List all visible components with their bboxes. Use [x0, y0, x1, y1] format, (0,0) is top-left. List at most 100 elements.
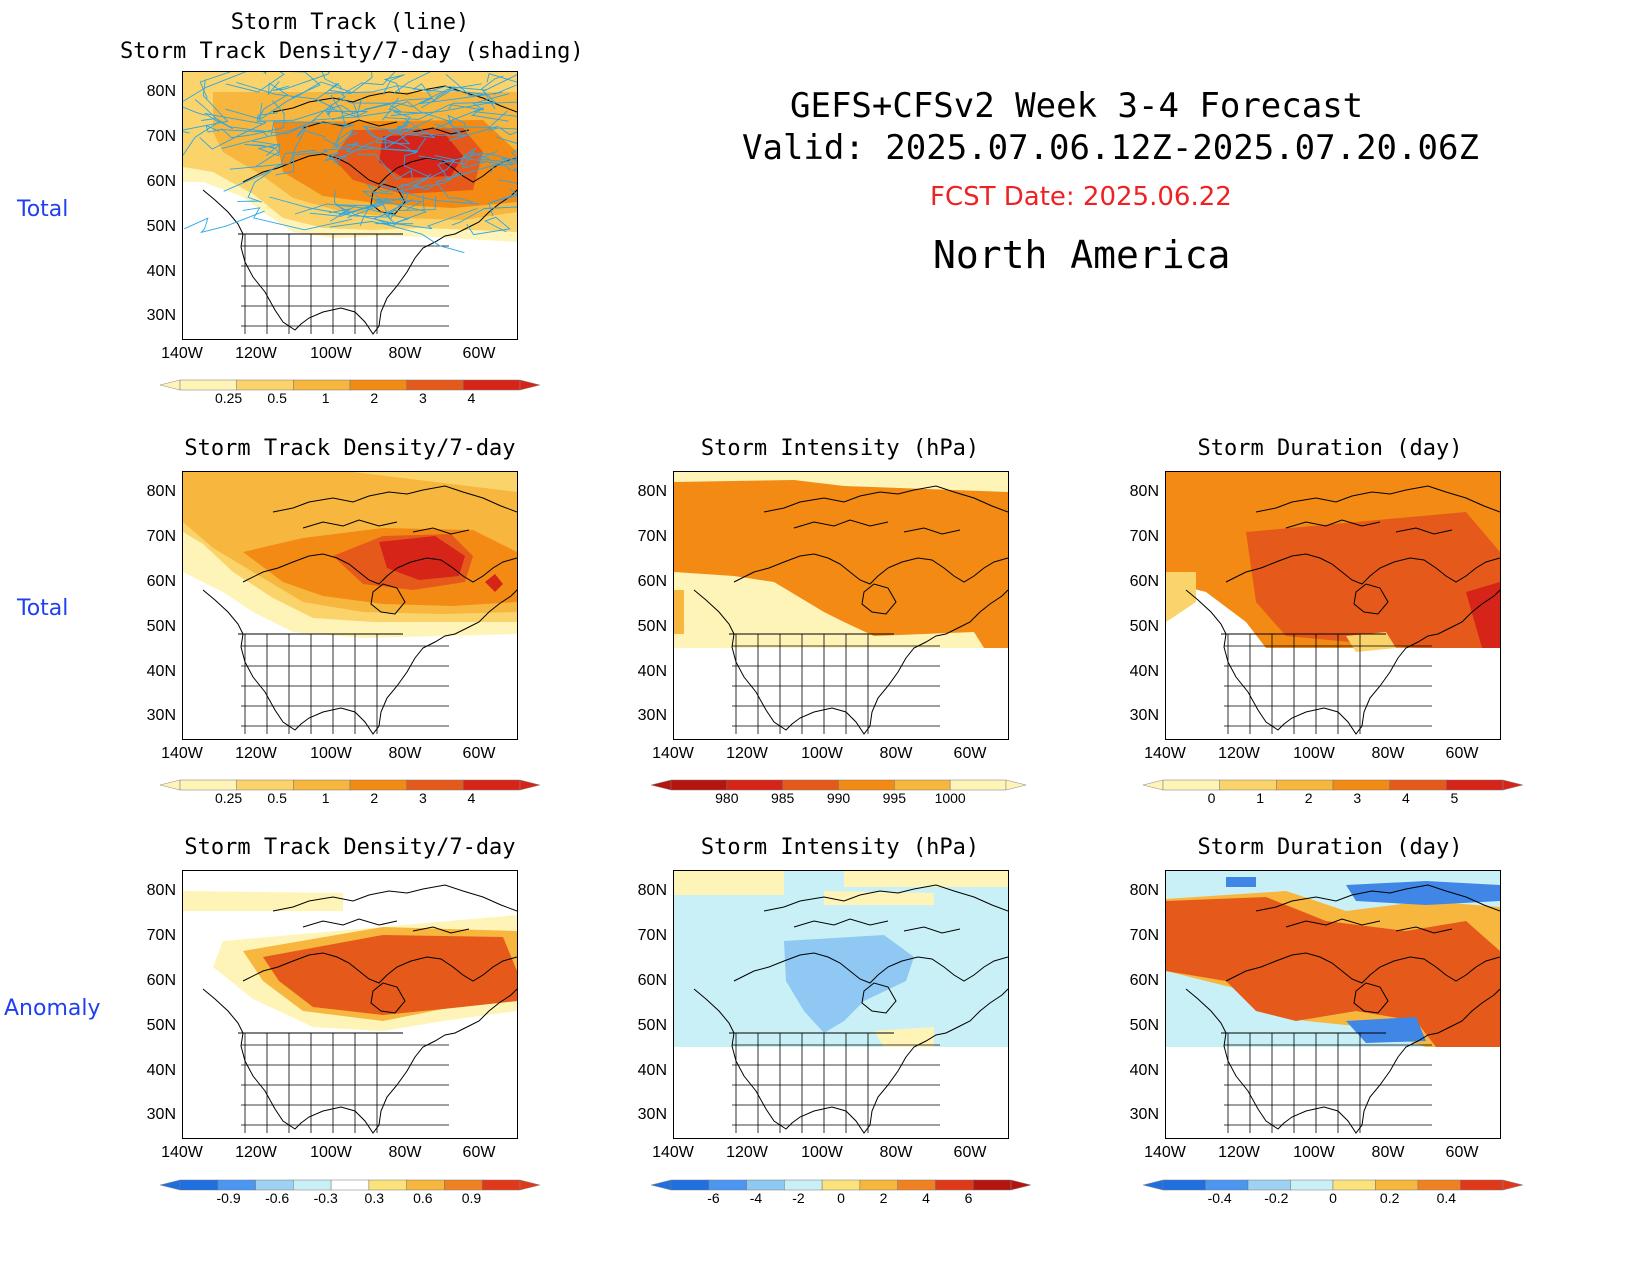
colorbar-7-swatch-7 — [1460, 1179, 1504, 1191]
lat-tick-7-1: 70N — [1129, 927, 1159, 944]
lon-tick-4-4: 60W — [1445, 745, 1479, 762]
lat-tick-4-2: 60N — [1129, 573, 1159, 590]
lat-tick-1-5: 30N — [146, 307, 176, 324]
colorbar-7-swatch-2 — [1247, 1179, 1291, 1191]
colorbar-5-label-5: 0.9 — [461, 1190, 482, 1206]
dur-anom-neg1 — [1346, 881, 1500, 905]
colorbar-3-swatch-2 — [782, 779, 839, 791]
duration-4 — [1246, 512, 1500, 648]
lon-tick-2-0: 140W — [161, 745, 203, 762]
colorbar-4-label-3: 3 — [1353, 790, 1362, 806]
lat-tick-2-3: 50N — [146, 618, 176, 635]
colorbar-5-swatch-8 — [481, 1179, 521, 1191]
lat-tick-1-1: 70N — [146, 128, 176, 145]
lat-tick-6-4: 40N — [637, 1062, 667, 1079]
colorbar-3-label-0: 980 — [715, 790, 739, 806]
lon-tick-7-4: 60W — [1445, 1144, 1479, 1161]
lat-tick-4-4: 40N — [1129, 663, 1159, 680]
lon-tick-6-1: 120W — [726, 1144, 768, 1161]
colorbar-2-label-5: 4 — [467, 790, 476, 806]
colorbar-2-label-4: 3 — [418, 790, 427, 806]
panel4-title: Storm Duration (day) — [1197, 436, 1463, 461]
lat-tick-6-1: 70N — [637, 927, 667, 944]
lat-tick-5-0: 80N — [146, 882, 176, 899]
colorbar-1-label-0: 0.25 — [214, 390, 243, 406]
colorbar-2-label-3: 2 — [370, 790, 379, 806]
lon-tick-7-1: 120W — [1218, 1144, 1260, 1161]
colorbar-1-swatch-3 — [349, 379, 407, 391]
dur-anom-04 — [1166, 897, 1500, 1047]
lat-tick-3-1: 70N — [637, 528, 667, 545]
lon-tick-3-1: 120W — [726, 745, 768, 762]
lon-tick-4-2: 100W — [1293, 745, 1335, 762]
lat-tick-3-2: 60N — [637, 573, 667, 590]
row-label-total-1: Total — [17, 197, 69, 222]
lon-tick-2-4: 60W — [462, 745, 496, 762]
colorbar-2-swatch-5 — [463, 779, 521, 791]
storm-track-map — [182, 71, 518, 340]
colorbar-7-swatch-0 — [1162, 1179, 1206, 1191]
colorbar-3-swatch-0 — [670, 779, 728, 791]
lon-tick-7-0: 140W — [1144, 1144, 1186, 1161]
colorbar-6-label-0: -6 — [707, 1190, 720, 1206]
lat-tick-5-5: 30N — [146, 1106, 176, 1123]
duration-anomaly-map — [1165, 870, 1501, 1139]
colorbar-4-swatch-1 — [1219, 779, 1277, 791]
lat-tick-3-5: 30N — [637, 707, 667, 724]
colorbar-1-swatch-0 — [179, 379, 237, 391]
intensity-west — [674, 590, 684, 634]
lat-tick-4-3: 50N — [1129, 618, 1159, 635]
lat-tick-1-4: 40N — [146, 263, 176, 280]
lat-tick-6-3: 50N — [637, 1017, 667, 1034]
colorbar-6 — [651, 1179, 1031, 1191]
colorbar-4-label-4: 4 — [1401, 790, 1410, 806]
colorbar-3-label-4: 1000 — [934, 790, 966, 806]
dur-anom-neg3 — [1226, 877, 1256, 887]
colorbar-2-label-0: 0.25 — [214, 790, 243, 806]
colorbar-6-swatch-6 — [897, 1179, 936, 1191]
colorbar-6-label-1: -4 — [749, 1190, 763, 1206]
colorbar-2-swatch-1 — [236, 779, 294, 791]
colorbar-3 — [651, 779, 1026, 791]
dur-anom-neg2 — [1346, 1017, 1426, 1043]
anom-09 — [263, 935, 517, 1015]
lat-tick-7-0: 80N — [1129, 882, 1159, 899]
lat-tick-1-3: 50N — [146, 218, 176, 235]
colorbar-6-swatch-5 — [859, 1179, 898, 1191]
colorbar-7-label-2: 0 — [1329, 1190, 1337, 1206]
colorbar-4-label-0: 0 — [1207, 790, 1216, 806]
lon-tick-3-0: 140W — [652, 745, 694, 762]
lon-tick-5-3: 80W — [388, 1144, 422, 1161]
panel5-title: Storm Track Density/7-day — [184, 835, 516, 860]
colorbar-4-label-5: 5 — [1450, 790, 1459, 806]
panel3-title: Storm Intensity (hPa) — [700, 436, 980, 461]
colorbar-1-label-2: 1 — [321, 390, 330, 406]
colorbar-7-swatch-5 — [1375, 1179, 1419, 1191]
colorbar-2-label-1: 0.5 — [267, 790, 287, 806]
colorbar-4-swatch-2 — [1276, 779, 1334, 791]
colorbar-6-swatch-4 — [821, 1179, 861, 1191]
colorbar-7-label-1: -0.2 — [1264, 1190, 1289, 1206]
colorbar-7-swatch-6 — [1417, 1179, 1461, 1191]
colorbar-5 — [160, 1179, 540, 1191]
density-anomaly-map — [182, 870, 518, 1139]
colorbar-5-swatch-2 — [255, 1179, 294, 1191]
colorbar-6-swatch-7 — [935, 1179, 974, 1191]
colorbar-1-label-5: 4 — [467, 390, 476, 406]
colorbar-5-swatch-4 — [330, 1179, 370, 1191]
panel1-title-line2: Storm Track Density/7-day (shading) — [120, 39, 584, 64]
colorbar-5-swatch-3 — [293, 1179, 332, 1191]
colorbar-5-label-1: -0.6 — [265, 1190, 290, 1206]
lat-tick-5-4: 40N — [146, 1062, 176, 1079]
lon-tick-6-2: 100W — [801, 1144, 843, 1161]
colorbar-2 — [160, 779, 540, 791]
colorbar-2-swatch-0 — [179, 779, 237, 791]
intensity-anom-neg — [784, 935, 914, 1033]
lat-tick-2-4: 40N — [146, 663, 176, 680]
panel6-title: Storm Intensity (hPa) — [700, 835, 980, 860]
intensity-995 — [674, 480, 1008, 648]
duration-map — [1165, 471, 1501, 740]
colorbar-4-swatch-5 — [1446, 779, 1504, 791]
lat-tick-7-2: 60N — [1129, 972, 1159, 989]
track-density-map — [182, 471, 518, 740]
